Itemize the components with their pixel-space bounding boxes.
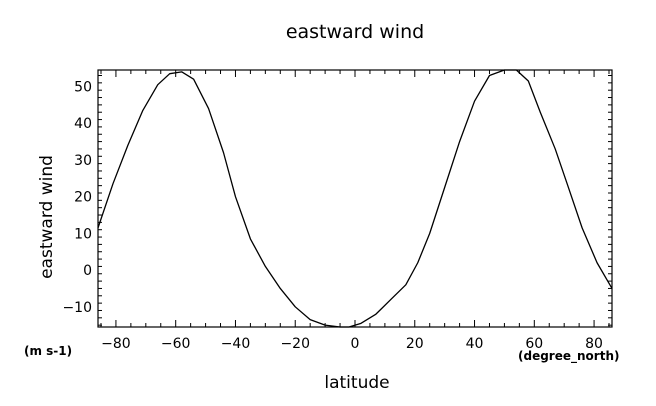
y-axis-units: (m s-1) xyxy=(24,344,72,358)
y-tick-label: 20 xyxy=(74,190,92,206)
x-axis-units: (degree_north) xyxy=(518,349,619,364)
chart-title: eastward wind xyxy=(286,21,424,43)
x-tick-label: −80 xyxy=(101,336,131,352)
x-axis-ticks: −80 −60 −40 −20 0 20 40 60 80 xyxy=(100,70,610,352)
y-tick-label: −10 xyxy=(62,300,92,316)
series-line-0 xyxy=(97,69,613,328)
y-tick-label: 30 xyxy=(74,153,92,169)
y-tick-label: 40 xyxy=(74,116,92,132)
plot-frame xyxy=(97,69,613,328)
x-tick-label: 80 xyxy=(585,336,603,352)
y-tick-label: 0 xyxy=(83,263,92,279)
x-tick-label: −20 xyxy=(280,336,310,352)
x-tick-label: 20 xyxy=(406,336,424,352)
x-tick-label: 60 xyxy=(525,336,543,352)
x-tick-label: −40 xyxy=(221,336,251,352)
x-axis-label: latitude xyxy=(324,373,389,393)
y-tick-label: 50 xyxy=(74,80,92,96)
y-axis-ticks: −10 0 10 20 30 40 50 xyxy=(62,75,612,326)
plot-area: −80 −60 −40 −20 0 20 40 60 80 −10 0 10 20 30 40 50 xyxy=(62,69,613,352)
x-tick-label: 0 xyxy=(351,336,360,352)
x-tick-label: −60 xyxy=(161,336,191,352)
x-tick-label: 40 xyxy=(466,336,484,352)
series-layer xyxy=(97,69,613,328)
y-axis-label: eastward wind xyxy=(37,155,57,279)
y-tick-label: 10 xyxy=(74,226,92,242)
